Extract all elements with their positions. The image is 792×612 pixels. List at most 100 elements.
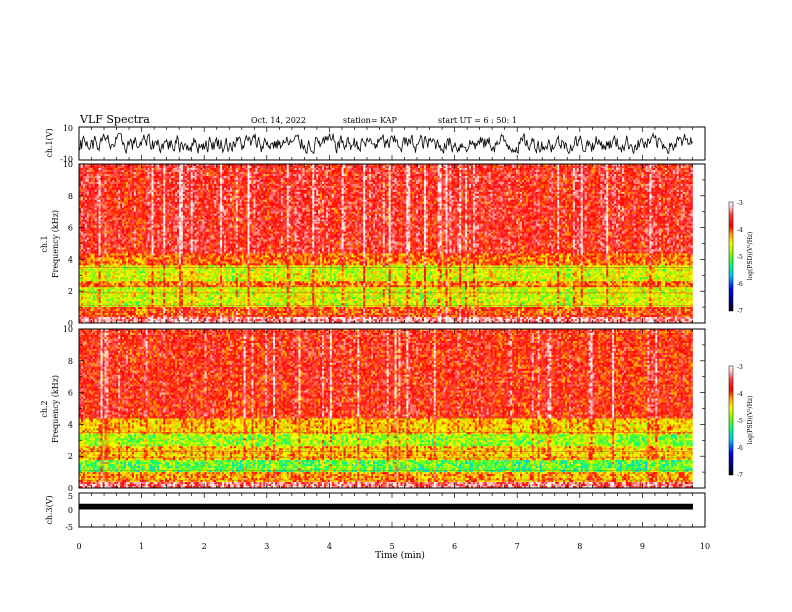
spectrogram-cell xyxy=(195,168,197,170)
spectrogram-cell xyxy=(210,168,212,170)
ch1-spectrogram xyxy=(79,164,693,323)
spectrogram-cell xyxy=(618,166,620,168)
spectrogram-cell xyxy=(561,166,563,168)
spectrogram-cell xyxy=(91,166,93,168)
spectrogram-cell xyxy=(514,166,516,168)
spectrogram-cell xyxy=(155,166,157,168)
spectrogram-cell xyxy=(377,166,379,168)
spectrogram-cell xyxy=(446,166,448,168)
spectrogram-cell xyxy=(557,166,559,168)
spectrogram-cell xyxy=(299,166,301,168)
spectrogram-cell xyxy=(189,166,191,168)
spectrogram-cell xyxy=(471,166,473,168)
spectrogram-cell xyxy=(459,166,461,168)
spectrogram-cell xyxy=(608,166,610,168)
spectrogram-cell xyxy=(130,168,132,170)
spectrogram-cell xyxy=(545,166,547,168)
spectrogram-cell xyxy=(218,166,220,168)
spectrogram-cell xyxy=(204,168,206,170)
spectrogram-cell xyxy=(348,166,350,168)
spectrogram-cell xyxy=(263,168,265,170)
spectrogram-cell xyxy=(585,166,587,168)
spectrogram-cell xyxy=(261,168,263,170)
spectrogram-cell xyxy=(661,166,663,168)
figure-title: VLF Spectra xyxy=(79,113,150,126)
ch1-waveform-panel: 10 -10 ch.1(V) xyxy=(45,124,705,164)
spectrogram-cell xyxy=(510,166,512,168)
spectrogram-cell xyxy=(551,166,553,168)
ch1-time-ticks xyxy=(79,127,705,160)
spectrogram-cell xyxy=(248,168,250,170)
spectrogram-cell xyxy=(449,166,451,168)
spectrogram-cell xyxy=(324,166,326,168)
spectrogram-cell xyxy=(412,166,414,168)
spectrogram-cell xyxy=(163,168,165,170)
spectrogram-cell xyxy=(132,168,134,170)
spectrogram-cell xyxy=(295,166,297,168)
spectrogram-cell xyxy=(108,166,110,168)
spectrogram-cell xyxy=(371,166,373,168)
spectrogram-cell xyxy=(451,166,453,168)
spectrogram-cell xyxy=(493,166,495,168)
spectrogram-cell xyxy=(218,168,220,170)
spectrogram-cell xyxy=(606,166,608,168)
spectrogram-cell xyxy=(146,166,148,168)
spectrogram-cell xyxy=(547,166,549,168)
spectrogram-cell xyxy=(177,168,179,170)
spectrogram-cell xyxy=(240,168,242,170)
spectrogram-cell xyxy=(238,166,240,168)
spectrogram-cell xyxy=(99,166,101,168)
spectrogram-cell xyxy=(538,166,540,168)
spectrogram-cell xyxy=(306,166,308,168)
spectrogram-cell xyxy=(138,166,140,168)
spectrogram-cell xyxy=(398,166,400,168)
spectrogram-cell xyxy=(277,166,279,168)
spectrogram-cell xyxy=(148,166,150,168)
spectrogram-cell xyxy=(673,166,675,168)
spectrogram-cell xyxy=(469,166,471,168)
spectrogram-cell xyxy=(444,166,446,168)
spectrogram-cell xyxy=(226,168,228,170)
spectrogram-cell xyxy=(332,166,334,168)
spectrogram-cell xyxy=(640,166,642,168)
spectrogram-cell xyxy=(144,168,146,170)
spectrogram-cell xyxy=(683,166,685,168)
spectrogram-cell xyxy=(330,166,332,168)
spectrogram-cell xyxy=(220,166,222,168)
spectrogram-cell xyxy=(622,166,624,168)
spectrogram-cell xyxy=(583,166,585,168)
spectrogram-cell xyxy=(685,166,687,168)
spectrogram-cell xyxy=(93,168,95,170)
spectrogram-cell xyxy=(349,166,351,168)
spectrogram-cell xyxy=(267,166,269,168)
spectrogram-cell xyxy=(526,166,528,168)
spectrogram-cell xyxy=(193,166,195,168)
spectrogram-cell xyxy=(85,166,87,168)
spectrogram-cell xyxy=(575,166,577,168)
spectrogram-cell xyxy=(512,166,514,168)
spectrogram-cell xyxy=(636,166,638,168)
spectrogram-cell xyxy=(322,166,324,168)
spectrogram-cell xyxy=(638,166,640,168)
spectrogram-cell xyxy=(208,168,210,170)
ch1-waveform-line xyxy=(79,134,692,154)
spectrogram-cell xyxy=(163,166,165,168)
spectrogram-cell xyxy=(214,166,216,168)
spectrogram-cell xyxy=(455,166,457,168)
spectrogram-cell xyxy=(214,168,216,170)
spectrogram-cell xyxy=(344,166,346,168)
spectrogram-cell xyxy=(593,166,595,168)
spectrogram-cell xyxy=(424,166,426,168)
spectrogram-cell xyxy=(126,168,128,170)
ch1-ylabel: ch.1(V) xyxy=(45,128,54,157)
spectrogram-cell xyxy=(173,168,175,170)
spectrogram-cell xyxy=(124,168,126,170)
spectrogram-cell xyxy=(530,166,532,168)
spectrogram-cell xyxy=(195,166,197,168)
spectrogram-cell xyxy=(297,166,299,168)
spectrogram-cell xyxy=(422,166,424,168)
spectrogram-cell xyxy=(183,166,185,168)
spectrogram-cell xyxy=(581,166,583,168)
spectrogram-cell xyxy=(232,166,234,168)
spectrogram-cell xyxy=(152,168,154,170)
